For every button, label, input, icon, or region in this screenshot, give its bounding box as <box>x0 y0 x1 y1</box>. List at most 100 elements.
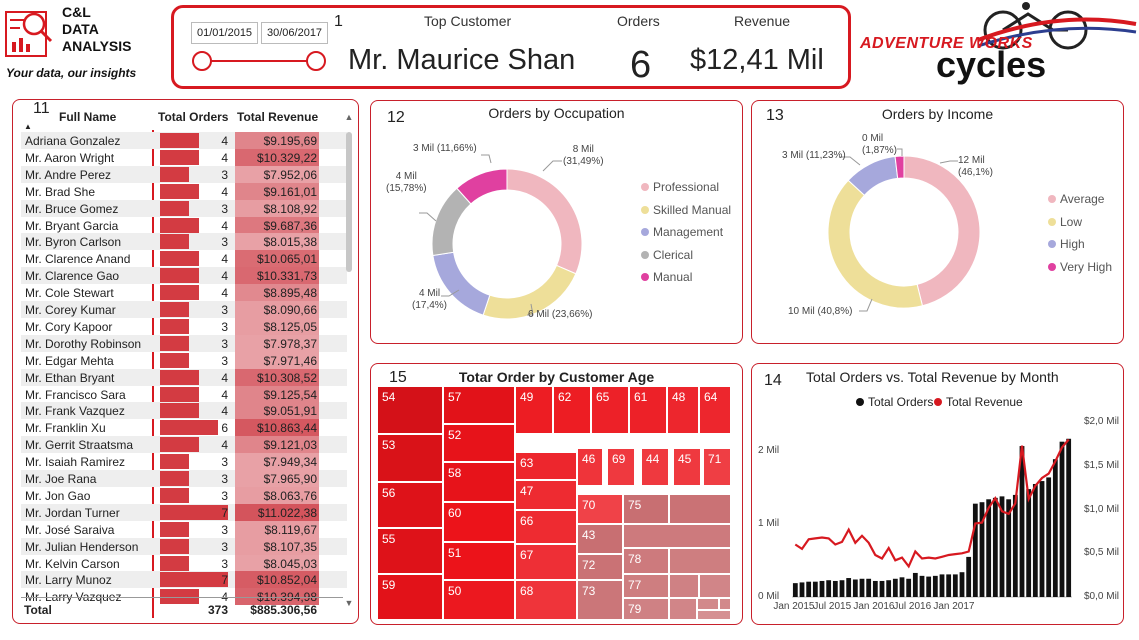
treemap-cell-age-64[interactable]: 64 <box>699 386 731 434</box>
orders-bar[interactable] <box>819 580 825 597</box>
scroll-up-icon[interactable]: ▲ <box>344 112 354 122</box>
orders-bar[interactable] <box>1012 494 1018 597</box>
orders-bar[interactable] <box>899 577 905 597</box>
orders-bar[interactable] <box>1059 441 1065 597</box>
table-row[interactable]: Mr. Andre Perez 3 $7.952,06 <box>21 165 347 183</box>
orders-bar[interactable] <box>939 574 945 597</box>
col-header-total-revenue[interactable]: Total Revenue <box>237 110 319 124</box>
treemap-cell-age-53[interactable]: 53 <box>377 434 443 482</box>
date-slider-end-handle[interactable] <box>306 51 326 71</box>
orders-bar[interactable] <box>792 583 798 597</box>
treemap-cell-age-47[interactable]: 47 <box>515 480 577 510</box>
treemap-cell-age-69[interactable]: 69 <box>607 448 635 486</box>
legend-item-professional[interactable]: Professional <box>641 180 719 194</box>
treemap-cell-age-44[interactable]: 44 <box>641 448 669 486</box>
treemap-cell-age-75[interactable]: 75 <box>623 494 669 524</box>
table-row[interactable]: Adriana Gonzalez 4 $9.195,69 <box>21 132 347 149</box>
orders-revenue-combo-chart[interactable] <box>752 364 1125 626</box>
scroll-down-icon[interactable]: ▼ <box>344 598 354 608</box>
orders-bar[interactable] <box>879 580 885 597</box>
treemap-cell-age-46[interactable]: 46 <box>577 448 603 486</box>
legend-item-skilled-manual[interactable]: Skilled Manual <box>641 203 731 217</box>
orders-bar[interactable] <box>986 499 992 597</box>
table-row[interactable]: Mr. Francisco Sara 4 $9.125,54 <box>21 385 347 403</box>
table-row[interactable]: Mr. Frank Vazquez 4 $9.051,91 <box>21 402 347 420</box>
treemap-cell-age-78[interactable]: 78 <box>623 548 669 574</box>
orders-bar[interactable] <box>919 575 925 597</box>
treemap-cell-age-58[interactable]: 58 <box>443 462 515 502</box>
orders-bar[interactable] <box>1019 446 1025 597</box>
treemap-cell-age-70[interactable]: 70 <box>577 494 623 524</box>
treemap-cell-age-63[interactable]: 63 <box>515 452 577 480</box>
table-row[interactable]: Mr. Aaron Wright 4 $10.329,22 <box>21 148 347 166</box>
donut-slice-low[interactable] <box>827 179 924 309</box>
treemap-cell-age-72[interactable]: 72 <box>577 554 623 580</box>
treemap-cell-age-56[interactable]: 56 <box>377 482 443 528</box>
table-row[interactable]: Mr. José Saraiva 3 $8.119,67 <box>21 520 347 538</box>
treemap-cell-age-45[interactable]: 45 <box>673 448 701 486</box>
treemap-cell[interactable] <box>669 494 731 524</box>
income-donut-chart[interactable] <box>752 101 1125 345</box>
orders-bar[interactable] <box>859 578 865 597</box>
date-slider-start-handle[interactable] <box>192 51 212 71</box>
orders-bar[interactable] <box>1039 481 1045 597</box>
table-row[interactable]: Mr. Jordan Turner 7 $11.022,38 <box>21 503 347 521</box>
orders-bar[interactable] <box>866 578 872 597</box>
table-row[interactable]: Mr. Gerrit Straatsma 4 $9.121,03 <box>21 436 347 454</box>
table-row[interactable]: Mr. Larry Munoz 7 $10.852,04 <box>21 571 347 589</box>
donut-slice-professional[interactable] <box>506 168 583 275</box>
table-row[interactable]: Mr. Byron Carlson 3 $8.015,38 <box>21 233 347 251</box>
age-treemap[interactable]: 54 53 56 55 59 57 52 58 60 51 50 49 62 65 61 48 64 63 46 69… <box>377 386 737 620</box>
donut-slice-very-high[interactable] <box>894 155 905 179</box>
orders-bar[interactable] <box>1006 499 1012 597</box>
orders-bar[interactable] <box>946 574 952 597</box>
orders-bar[interactable] <box>839 580 845 597</box>
table-row[interactable]: Mr. Corey Kumar 3 $8.090,66 <box>21 301 347 318</box>
legend-item-high[interactable]: High <box>1048 237 1085 251</box>
table-row[interactable]: Mr. Franklin Xu 6 $10.863,44 <box>21 419 347 437</box>
orders-bar[interactable] <box>806 581 812 597</box>
orders-bar[interactable] <box>959 572 965 597</box>
orders-bar[interactable] <box>799 582 805 597</box>
scrollbar-thumb[interactable] <box>346 132 352 272</box>
orders-bar[interactable] <box>892 578 898 597</box>
legend-item-management[interactable]: Management <box>641 225 723 239</box>
orders-bar[interactable] <box>1066 438 1072 597</box>
treemap-cell-age-48[interactable]: 48 <box>667 386 699 434</box>
table-row[interactable]: Mr. Ethan Bryant 4 $10.308,52 <box>21 368 347 386</box>
occupation-donut-chart[interactable] <box>371 101 744 345</box>
orders-bar[interactable] <box>992 497 998 597</box>
treemap-cell[interactable] <box>669 598 697 620</box>
treemap-cell-age-49[interactable]: 49 <box>515 386 553 434</box>
table-row[interactable]: Mr. Brad She 4 $9.161,01 <box>21 182 347 200</box>
treemap-cell-age-65[interactable]: 65 <box>591 386 629 434</box>
orders-bar[interactable] <box>1026 489 1032 597</box>
treemap-cell[interactable] <box>697 598 719 610</box>
orders-bar[interactable] <box>846 578 852 597</box>
revenue-line[interactable] <box>794 438 1070 569</box>
col-header-total-orders[interactable]: Total Orders <box>158 110 229 124</box>
table-row[interactable]: Mr. Jon Gao 3 $8.063,76 <box>21 486 347 504</box>
orders-bar[interactable] <box>972 503 978 597</box>
treemap-cell-age-71[interactable]: 71 <box>703 448 731 486</box>
table-row[interactable]: Mr. Isaiah Ramirez 3 $7.949,34 <box>21 453 347 471</box>
table-row[interactable]: Mr. Cole Stewart 4 $8.895,48 <box>21 284 347 302</box>
treemap-cell[interactable] <box>699 574 731 598</box>
orders-bar[interactable] <box>1032 483 1038 597</box>
table-row[interactable]: Mr. Dorothy Robinson 3 $7.978,37 <box>21 334 347 352</box>
table-row[interactable]: Mr. Kelvin Carson 3 $8.045,03 <box>21 554 347 572</box>
table-row[interactable]: Mr. Cory Kapoor 3 $8.125,05 <box>21 317 347 335</box>
treemap-cell[interactable] <box>669 574 699 598</box>
treemap-cell-age-57[interactable]: 57 <box>443 386 515 424</box>
table-row[interactable]: Mr. Clarence Gao 4 $10.331,73 <box>21 267 347 285</box>
orders-bar[interactable] <box>872 580 878 597</box>
orders-bar[interactable] <box>886 580 892 597</box>
treemap-cell-age-50[interactable]: 50 <box>443 580 515 620</box>
treemap-cell-age-59[interactable]: 59 <box>377 574 443 620</box>
orders-bar[interactable] <box>812 581 818 597</box>
treemap-cell-age-79[interactable]: 79 <box>623 598 669 620</box>
treemap-cell-age-62[interactable]: 62 <box>553 386 591 434</box>
legend-item-manual[interactable]: Manual <box>641 270 692 284</box>
orders-bar[interactable] <box>999 496 1005 597</box>
legend-item-low[interactable]: Low <box>1048 215 1082 229</box>
